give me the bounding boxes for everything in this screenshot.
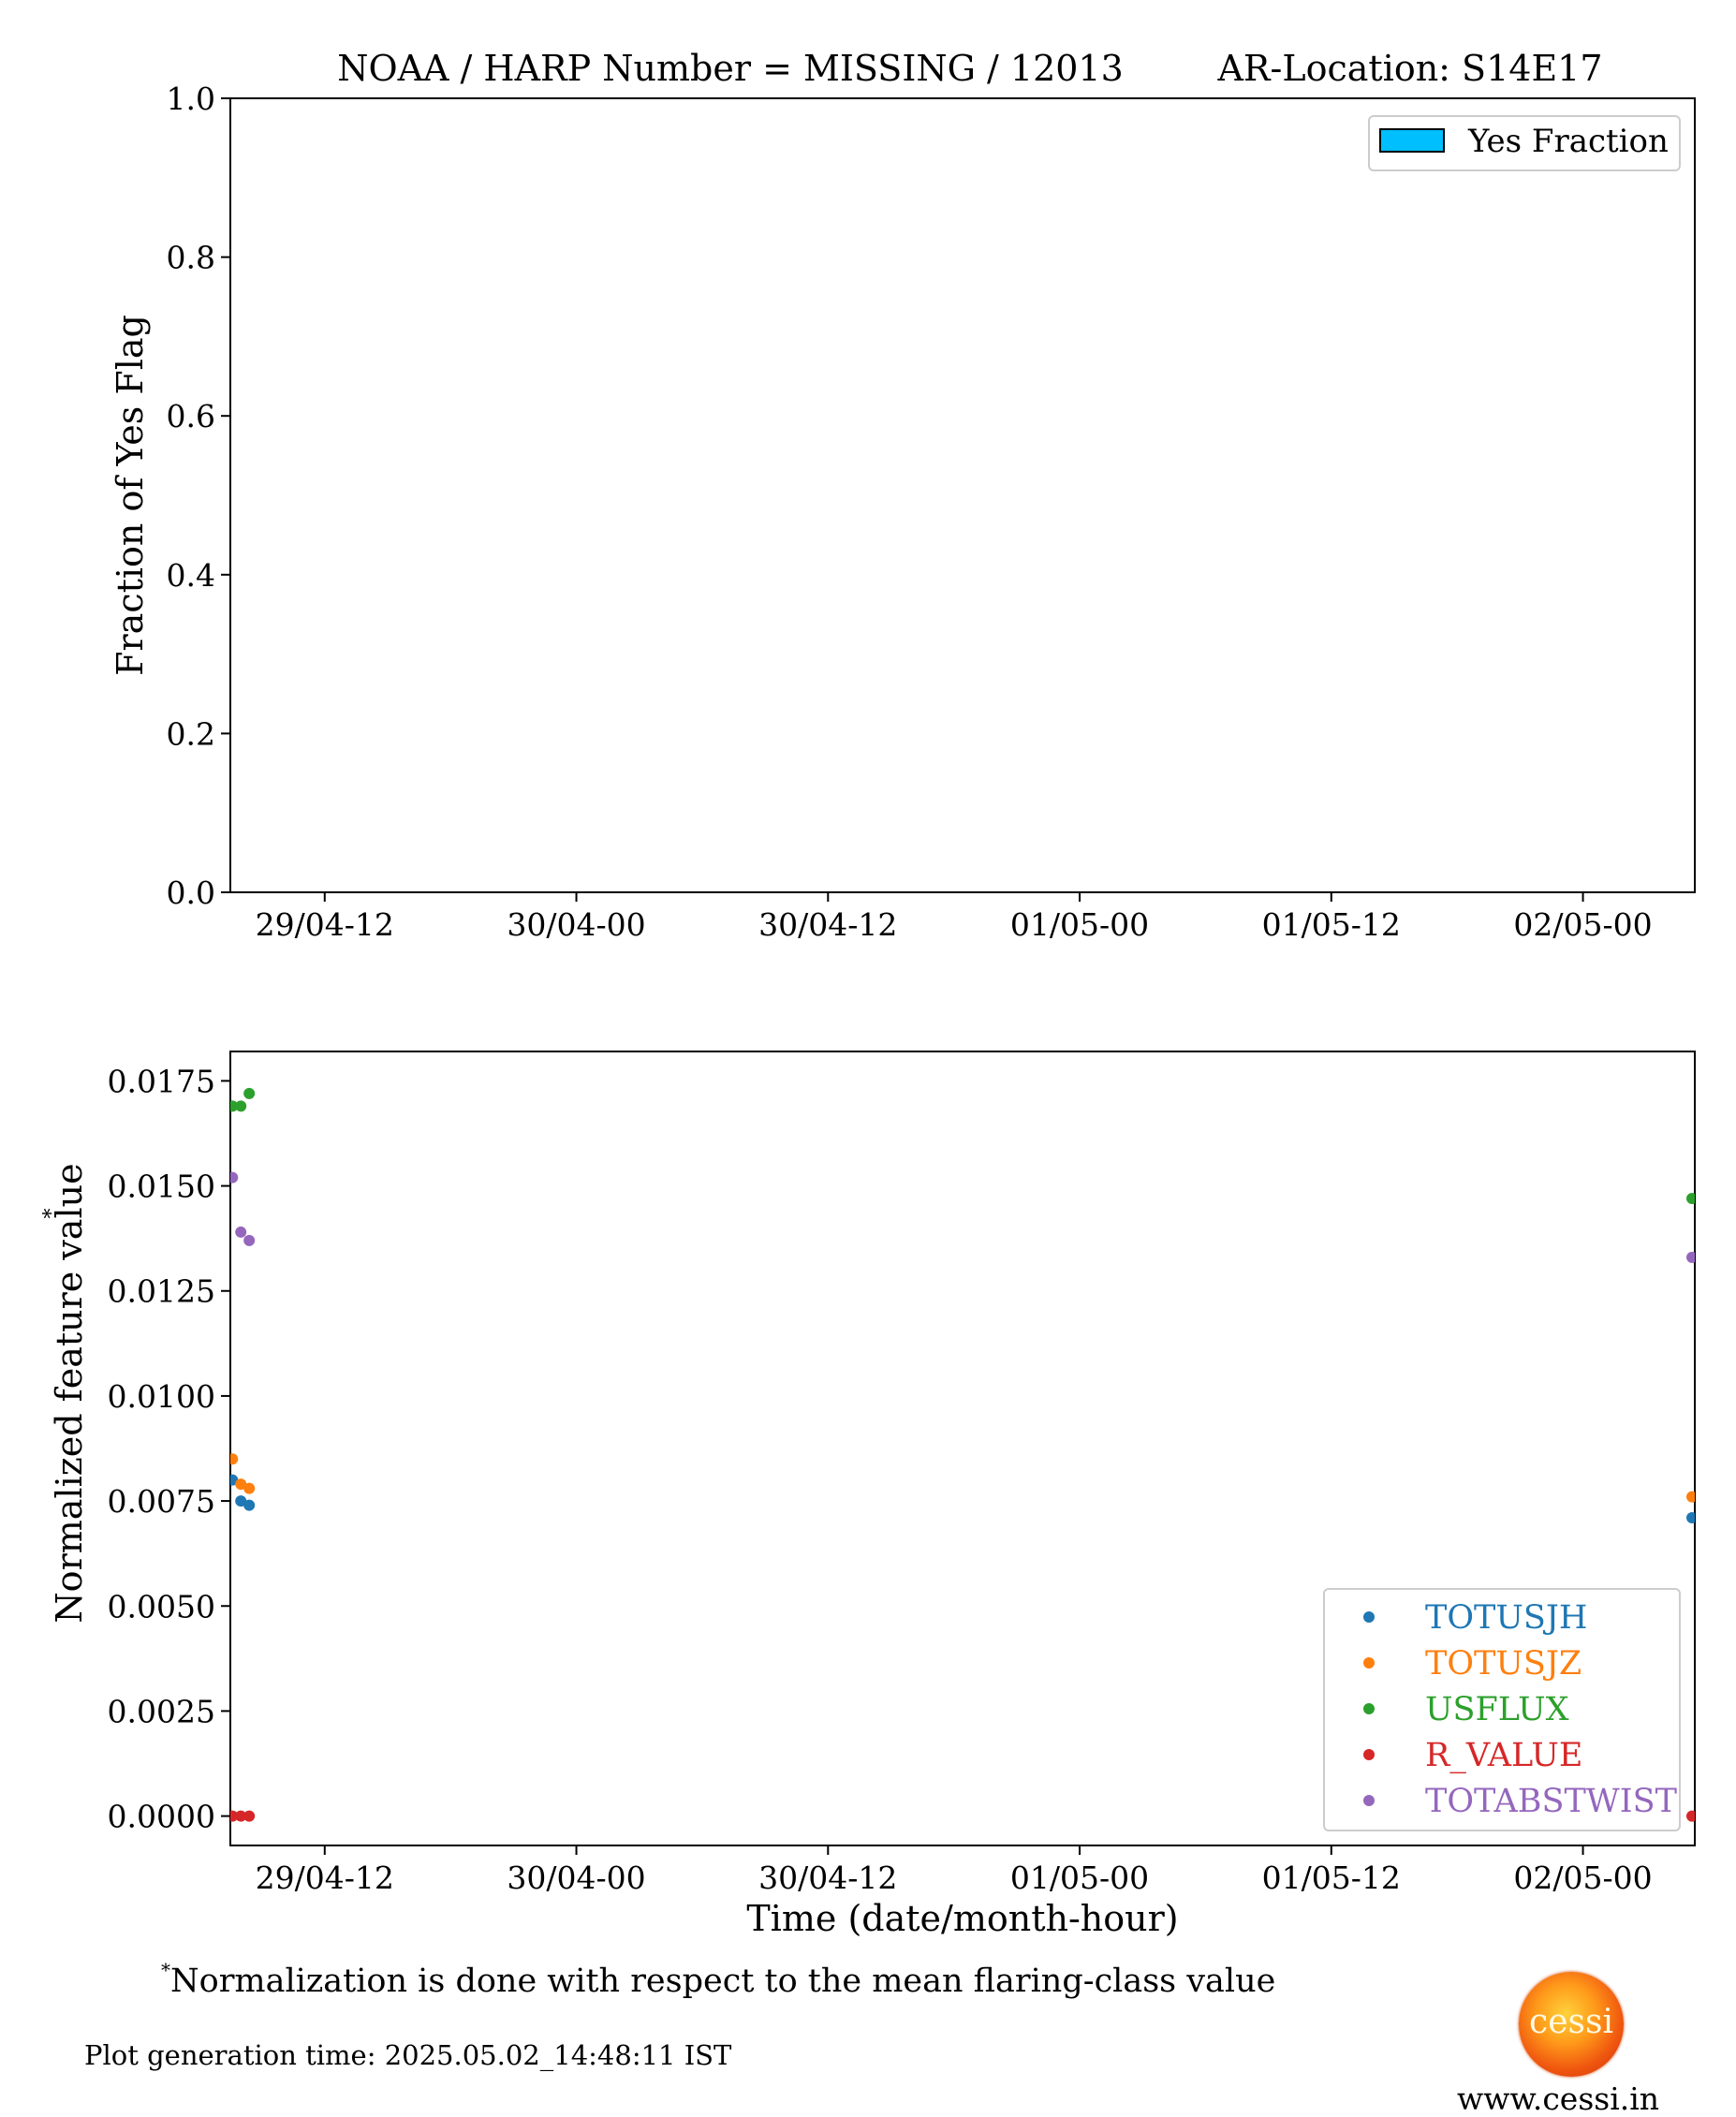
bottom-x-tick-label: 30/04-00 [507, 1860, 645, 1896]
legend-marker-usflux [1363, 1703, 1375, 1714]
point-totabstwist [230, 1171, 239, 1183]
top-x-tick-label: 01/05-00 [1010, 906, 1149, 943]
bottom-x-axis: 29/04-12 30/04-00 30/04-12 01/05-00 01/05-12… [256, 1845, 1653, 1896]
bottom-legend-box [1323, 1588, 1681, 1831]
legend-marker-r-value [1363, 1749, 1375, 1760]
top-panel: NOAA / HARP Number = MISSING / 12013 AR-… [110, 48, 1696, 943]
point-totabstwist [235, 1226, 247, 1238]
bottom-x-tick-label: 29/04-12 [256, 1860, 394, 1896]
point-usflux [243, 1087, 256, 1099]
bottom-x-axis-label: Time (date/month-hour) [746, 1898, 1178, 1939]
point-totusjh [235, 1495, 247, 1507]
top-legend-box [1368, 115, 1681, 171]
bottom-y-axis: 0.0000 0.0025 0.0050 0.0075 0.0100 0.0125 0.01… [108, 1063, 230, 1835]
bottom-y-tick-label: 0.0125 [108, 1273, 215, 1310]
bottom-y-tick-label: 0.0175 [108, 1063, 215, 1099]
legend-label-yes-fraction: Yes Fraction [1467, 123, 1669, 160]
bottom-x-tick-label: 01/05-12 [1262, 1860, 1401, 1896]
bottom-y-tick-label: 0.0000 [108, 1799, 215, 1835]
legend-marker-totabstwist [1363, 1795, 1375, 1806]
point-totabstwist [1686, 1251, 1695, 1263]
top-y-tick-label: 0.0 [167, 875, 215, 911]
bottom-panel: 0.0000 0.0025 0.0050 0.0075 0.0100 0.0125 0.01… [40, 1051, 1696, 1939]
bottom-scatter-points [230, 1087, 1695, 1822]
legend-label-totusjz: TOTUSJZ [1425, 1645, 1582, 1683]
legend-label-usflux: USFLUX [1425, 1691, 1569, 1728]
top-x-tick-label: 01/05-12 [1262, 906, 1401, 943]
legend-marker-totusjh [1363, 1611, 1375, 1623]
bottom-y-tick-label: 0.0075 [108, 1483, 215, 1520]
normalization-footnote: *Normalization is done with respect to t… [161, 1959, 1276, 2000]
point-r-value [243, 1810, 256, 1822]
top-y-tick-label: 0.2 [167, 715, 215, 752]
point-totusjz [235, 1478, 247, 1491]
point-r-value [1686, 1810, 1695, 1822]
bottom-x-tick-label: 30/04-12 [758, 1860, 897, 1896]
bottom-y-tick-label: 0.0025 [108, 1693, 215, 1729]
bottom-x-tick-label: 02/05-00 [1513, 1860, 1652, 1896]
top-y-axis-label: Fraction of Yes Flag [110, 315, 151, 676]
top-y-tick-label: 1.0 [167, 81, 215, 117]
bottom-y-axis-label: Normalized feature value [49, 1163, 90, 1623]
legend-marker-totusjz [1363, 1657, 1375, 1669]
legend-label-totusjh: TOTUSJH [1425, 1599, 1587, 1637]
point-totusjh [243, 1499, 256, 1511]
bottom-y-tick-label: 0.0100 [108, 1378, 215, 1415]
chart-title-left: NOAA / HARP Number = MISSING / 12013 [337, 48, 1124, 89]
top-y-tick-label: 0.8 [167, 240, 215, 276]
point-totusjz [230, 1453, 239, 1465]
point-totabstwist [243, 1234, 256, 1246]
bottom-x-tick-label: 01/05-00 [1010, 1860, 1149, 1896]
top-legend: Yes Fraction [1368, 115, 1681, 171]
bottom-y-axis-label-marker: * [40, 1209, 64, 1219]
point-totusjz [243, 1482, 256, 1494]
top-x-axis: 29/04-12 30/04-00 30/04-12 01/05-00 01/05-12… [256, 892, 1653, 943]
top-plot-frame [229, 97, 1696, 893]
footnote-marker: * [161, 1959, 170, 1981]
top-x-tick-label: 02/05-00 [1513, 906, 1652, 943]
top-y-tick-label: 0.6 [167, 398, 215, 434]
point-totusjz [1686, 1491, 1695, 1503]
bottom-legend: TOTUSJH TOTUSJZ USFLUX R_VALUE TOTABSTWIST [1323, 1588, 1681, 1831]
bottom-plot-frame [229, 1051, 1696, 1846]
top-y-tick-label: 0.4 [167, 557, 215, 594]
legend-label-totabstwist: TOTABSTWIST [1425, 1783, 1677, 1820]
legend-label-r-value: R_VALUE [1425, 1737, 1582, 1774]
bottom-y-tick-label: 0.0150 [108, 1169, 215, 1205]
footnote-text: Normalization is done with respect to th… [170, 1963, 1276, 2000]
sun-logo-icon: cessi [1519, 1972, 1624, 2077]
top-x-tick-label: 30/04-12 [758, 906, 897, 943]
plot-generation-time: Plot generation time: 2025.05.02_14:48:1… [84, 2039, 732, 2071]
chart-title-right: AR-Location: S14E17 [1216, 48, 1602, 89]
website-link[interactable]: www.cessi.in [1457, 2080, 1660, 2117]
point-totusjh [1686, 1512, 1695, 1524]
bottom-y-tick-label: 0.0050 [108, 1588, 215, 1625]
point-usflux [235, 1100, 247, 1112]
top-x-tick-label: 30/04-00 [507, 906, 645, 943]
legend-swatch-yes-fraction [1379, 128, 1445, 153]
point-usflux [1686, 1193, 1695, 1205]
top-x-tick-label: 29/04-12 [256, 906, 394, 943]
logo-label: cessi [1529, 2003, 1613, 2041]
top-y-axis: 0.0 0.2 0.4 0.6 0.8 1.0 [167, 81, 230, 911]
point-r-value [235, 1810, 247, 1822]
